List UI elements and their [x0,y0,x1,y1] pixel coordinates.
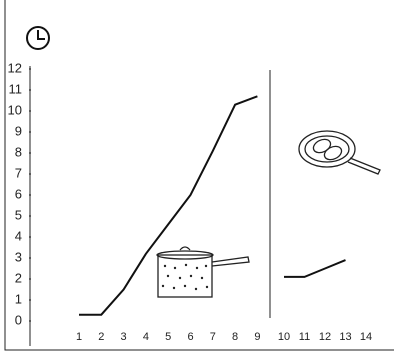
line [79,95,258,316]
x-tick-label: 3 [121,331,127,343]
x-tick-label: 5 [165,331,171,343]
y-tick-label: 4 [15,228,22,243]
y-tick-label: 0 [15,312,22,327]
x-tick-label: 8 [232,331,238,343]
y-tick-label: 1 [15,291,22,306]
y-tick-label: 3 [15,249,22,264]
x-tick-label: 7 [210,331,216,343]
x-tick-label: 2 [98,331,104,343]
y-tick-label: 5 [15,207,22,222]
clock-icon [26,26,50,50]
x-tick-label: 9 [254,331,260,343]
line [284,259,346,278]
x-tick-label: 12 [319,331,331,343]
x-tick-label: 6 [187,331,193,343]
y-tick-label: 12 [8,60,22,75]
y-tick-label: 10 [8,102,22,117]
x-tick-label: 1 [76,331,82,343]
frame [4,0,394,351]
y-tick-label: 11 [9,81,23,96]
x-tick-label: 4 [143,331,149,343]
x-tick-label: 13 [339,331,351,343]
x-tick-label: 10 [278,331,290,343]
x-tick-label: 11 [299,331,310,343]
y-tick-label: 2 [15,270,22,285]
x-tick-label: 14 [360,331,372,343]
y-tick-label: 9 [15,123,22,138]
y-tick-label: 6 [15,186,22,201]
y-tick-label: 8 [15,144,22,159]
y-tick-label: 7 [15,165,22,180]
pot-icon [156,246,250,298]
pan-icon [298,130,381,175]
